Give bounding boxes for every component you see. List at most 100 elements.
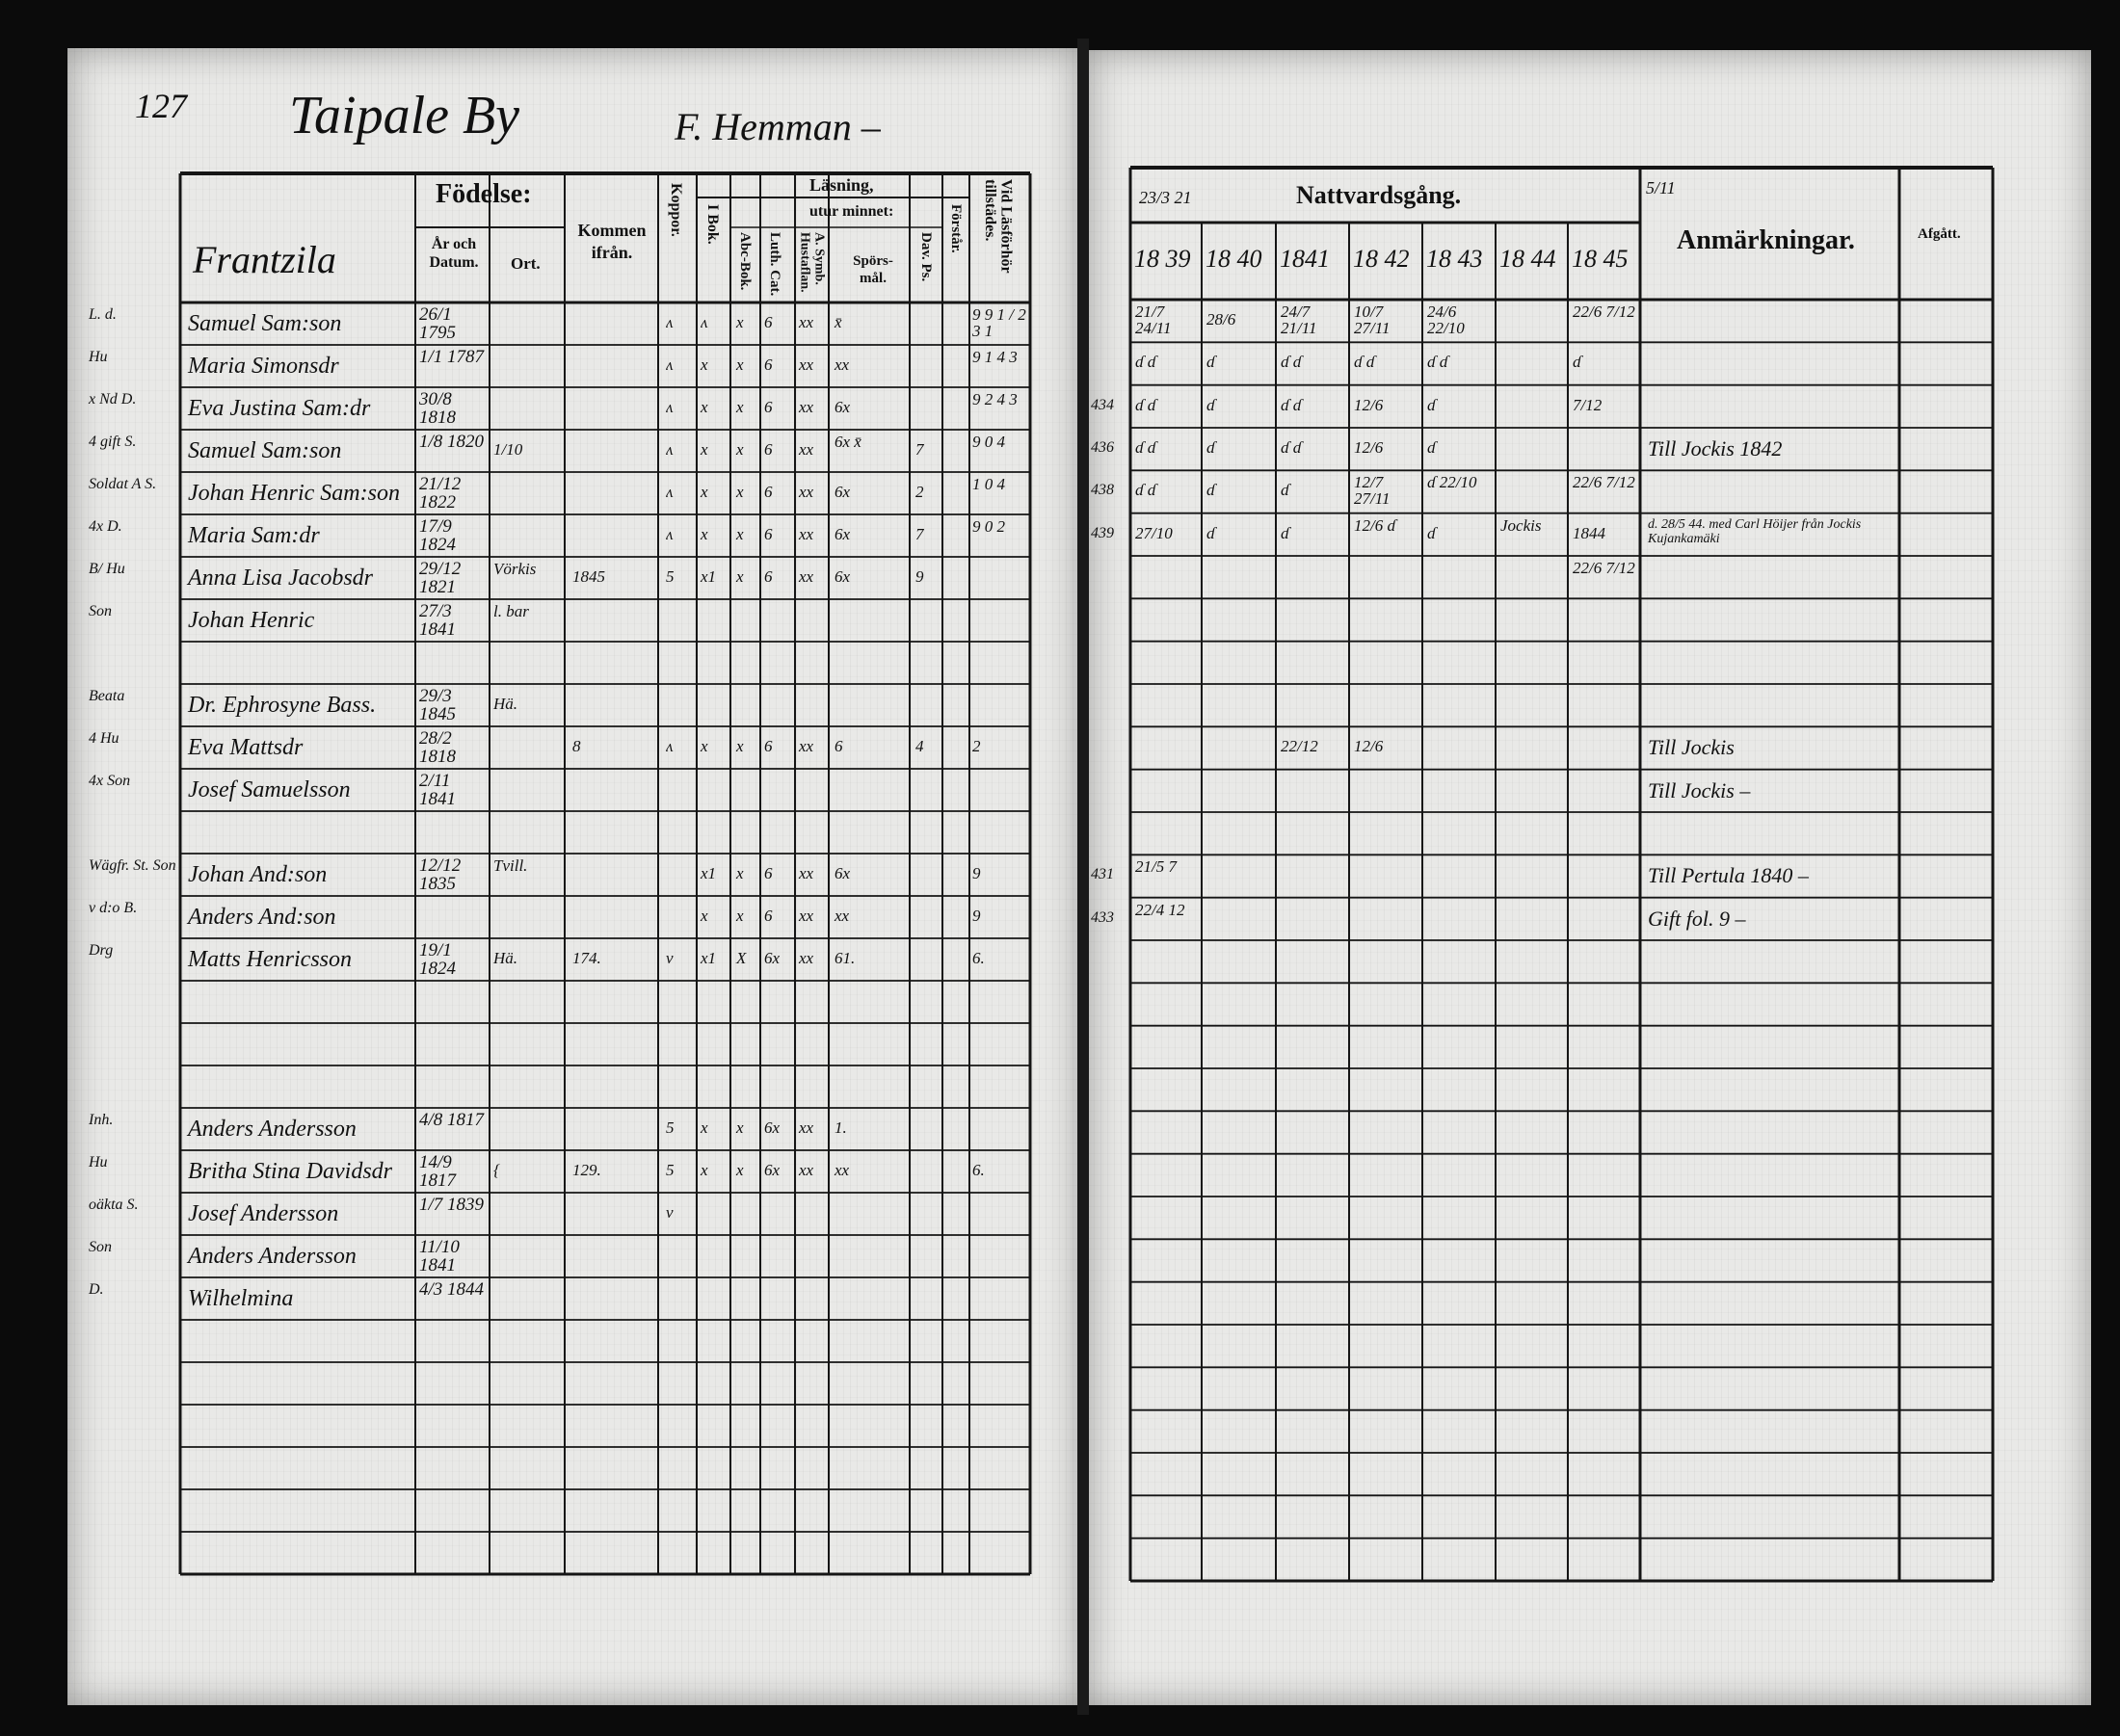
cell-koppor: ʌ (666, 483, 674, 501)
communion-date: 22/6 7/12 (1573, 559, 1635, 577)
cell-abc: x (736, 313, 744, 331)
cell-vid: 6. (972, 949, 985, 967)
cell-luth: 6 (764, 737, 773, 755)
communion-date: 12/6 (1354, 438, 1384, 457)
cell-vid: 9 (972, 864, 981, 882)
cell-vid: 1 0 4 (972, 475, 1005, 493)
header-exam-present: Vid Läsförhör tillstädes. (981, 179, 1015, 274)
communion-date: ɗ (1206, 481, 1215, 500)
cell-vid: 9 1 4 3 (972, 348, 1018, 366)
cell-koppor: ʌ (666, 737, 674, 755)
reading-header: Läsning, (809, 175, 874, 195)
year-date-header: År och Datum. (429, 236, 479, 272)
cell-ibok: x (701, 907, 708, 925)
communion-date: ɗ ɗ (1281, 438, 1302, 457)
came-from-header: Kommen ifrån. (577, 221, 647, 263)
cell-luth: 6x (764, 1118, 781, 1137)
cell-luth: 6 (764, 313, 773, 331)
communion-date: ɗ (1281, 481, 1289, 500)
margin-number: 433 (1091, 908, 1114, 926)
place-header: Ort. (511, 254, 541, 273)
communion-date: 12/6 ɗ (1354, 515, 1395, 535)
cell-date: 14/9 1817 (419, 1152, 456, 1191)
person-name: Maria Sam:dr (188, 523, 320, 548)
cell-date: 2/11 1841 (419, 771, 456, 809)
remark-text: Till Pertula 1840 – (1648, 863, 1809, 888)
communion-date: ɗ ɗ (1281, 395, 1302, 414)
margin-note: Son (89, 603, 112, 619)
cell-spors: xx (835, 907, 850, 925)
year-header-3: 18 42 (1353, 245, 1410, 273)
cell-came: 174. (572, 949, 601, 967)
cell-date: 17/9 1824 (419, 516, 456, 555)
communion-date: 22/4 12 (1135, 900, 1185, 919)
cell-date: 12/12 1835 (419, 855, 462, 894)
header-smallpox: Koppor. (667, 183, 684, 237)
year-header-1: 18 40 (1206, 245, 1262, 273)
cell-luth: 6 (764, 525, 773, 543)
person-name: Dr. Ephrosyne Bass. (188, 693, 377, 718)
communion-date: ɗ (1206, 438, 1215, 457)
cell-ibok: x (701, 1118, 708, 1137)
margin-note: Hu (89, 1154, 108, 1170)
communion-date: ɗ (1206, 523, 1215, 542)
cell-ibok: x (701, 1161, 708, 1179)
cell-luth: 6 (764, 864, 773, 882)
cell-abc: x (736, 483, 744, 501)
communion-date: 24/7 21/11 (1281, 302, 1317, 337)
remarks-header-note: 5/11 (1646, 178, 1676, 197)
header-symb: A. Symb. Hustaflan. (797, 232, 827, 293)
margin-number: 439 (1091, 524, 1114, 541)
cell-dav: 7 (915, 440, 924, 459)
cell-spors: 1. (835, 1118, 847, 1137)
margin-note: v d:o B. (89, 900, 138, 916)
communion-date: 12/7 27/11 (1354, 473, 1391, 509)
questions-header: Spörs-mål. (853, 253, 893, 286)
cell-dav: 2 (915, 483, 924, 501)
farm-title: F. Hemman – (675, 105, 881, 148)
year-header-0: 18 39 (1134, 245, 1191, 273)
cell-vid: 9 0 4 (972, 433, 1005, 451)
cell-vid: 9 (972, 907, 981, 925)
margin-note: Soldat A S. (89, 476, 157, 492)
cell-ibok: x (701, 355, 708, 374)
margin-number: 438 (1091, 482, 1114, 499)
margin-note: oäkta S. (89, 1197, 139, 1213)
margin-number: 431 (1091, 866, 1114, 883)
remark-text: Gift fol. 9 – (1648, 906, 1746, 931)
cell-ibok: x (701, 737, 708, 755)
cell-luth: 6 (764, 483, 773, 501)
cell-ort: { (493, 1161, 500, 1179)
margin-note: 4x D. (89, 518, 122, 535)
person-name: Eva Mattsdr (188, 735, 304, 760)
margin-note: Beata (89, 688, 125, 704)
cell-koppor: ʌ (666, 398, 674, 416)
communion-header-note: 23/3 21 (1139, 188, 1192, 207)
village-title: Taipale By (289, 86, 520, 145)
cell-came: 129. (572, 1161, 601, 1179)
cell-symb: xx (799, 907, 814, 925)
cell-luth: 6x (764, 949, 781, 967)
cell-abc: x (736, 864, 744, 882)
communion-date: ɗ ɗ (1354, 353, 1375, 372)
cell-date: 27/3 1841 (419, 601, 456, 640)
cell-symb: xx (799, 483, 814, 501)
cell-spors: 6x x̄ (835, 433, 861, 451)
cell-came: 1845 (572, 567, 605, 586)
margin-note: Wägfr. St. Son (89, 857, 176, 874)
communion-date: 28/6 (1206, 310, 1236, 329)
cell-spors: 6x (835, 567, 851, 586)
margin-note: Drg (89, 942, 114, 959)
cell-symb: xx (799, 355, 814, 374)
communion-date: 22/6 7/12 (1573, 302, 1635, 321)
cell-spors: xx (835, 1161, 850, 1179)
cell-vid: 9 0 2 (972, 517, 1005, 536)
departed-header: Afgått. (1918, 226, 1961, 242)
communion-date: 22/12 (1281, 737, 1318, 756)
cell-abc: x (736, 525, 744, 543)
margin-note: Hu (89, 349, 108, 365)
cell-vid: 6. (972, 1161, 985, 1179)
person-name: Anna Lisa Jacobsdr (188, 566, 373, 591)
year-header-5: 18 44 (1499, 245, 1556, 273)
cell-spors: 6x (835, 525, 851, 543)
